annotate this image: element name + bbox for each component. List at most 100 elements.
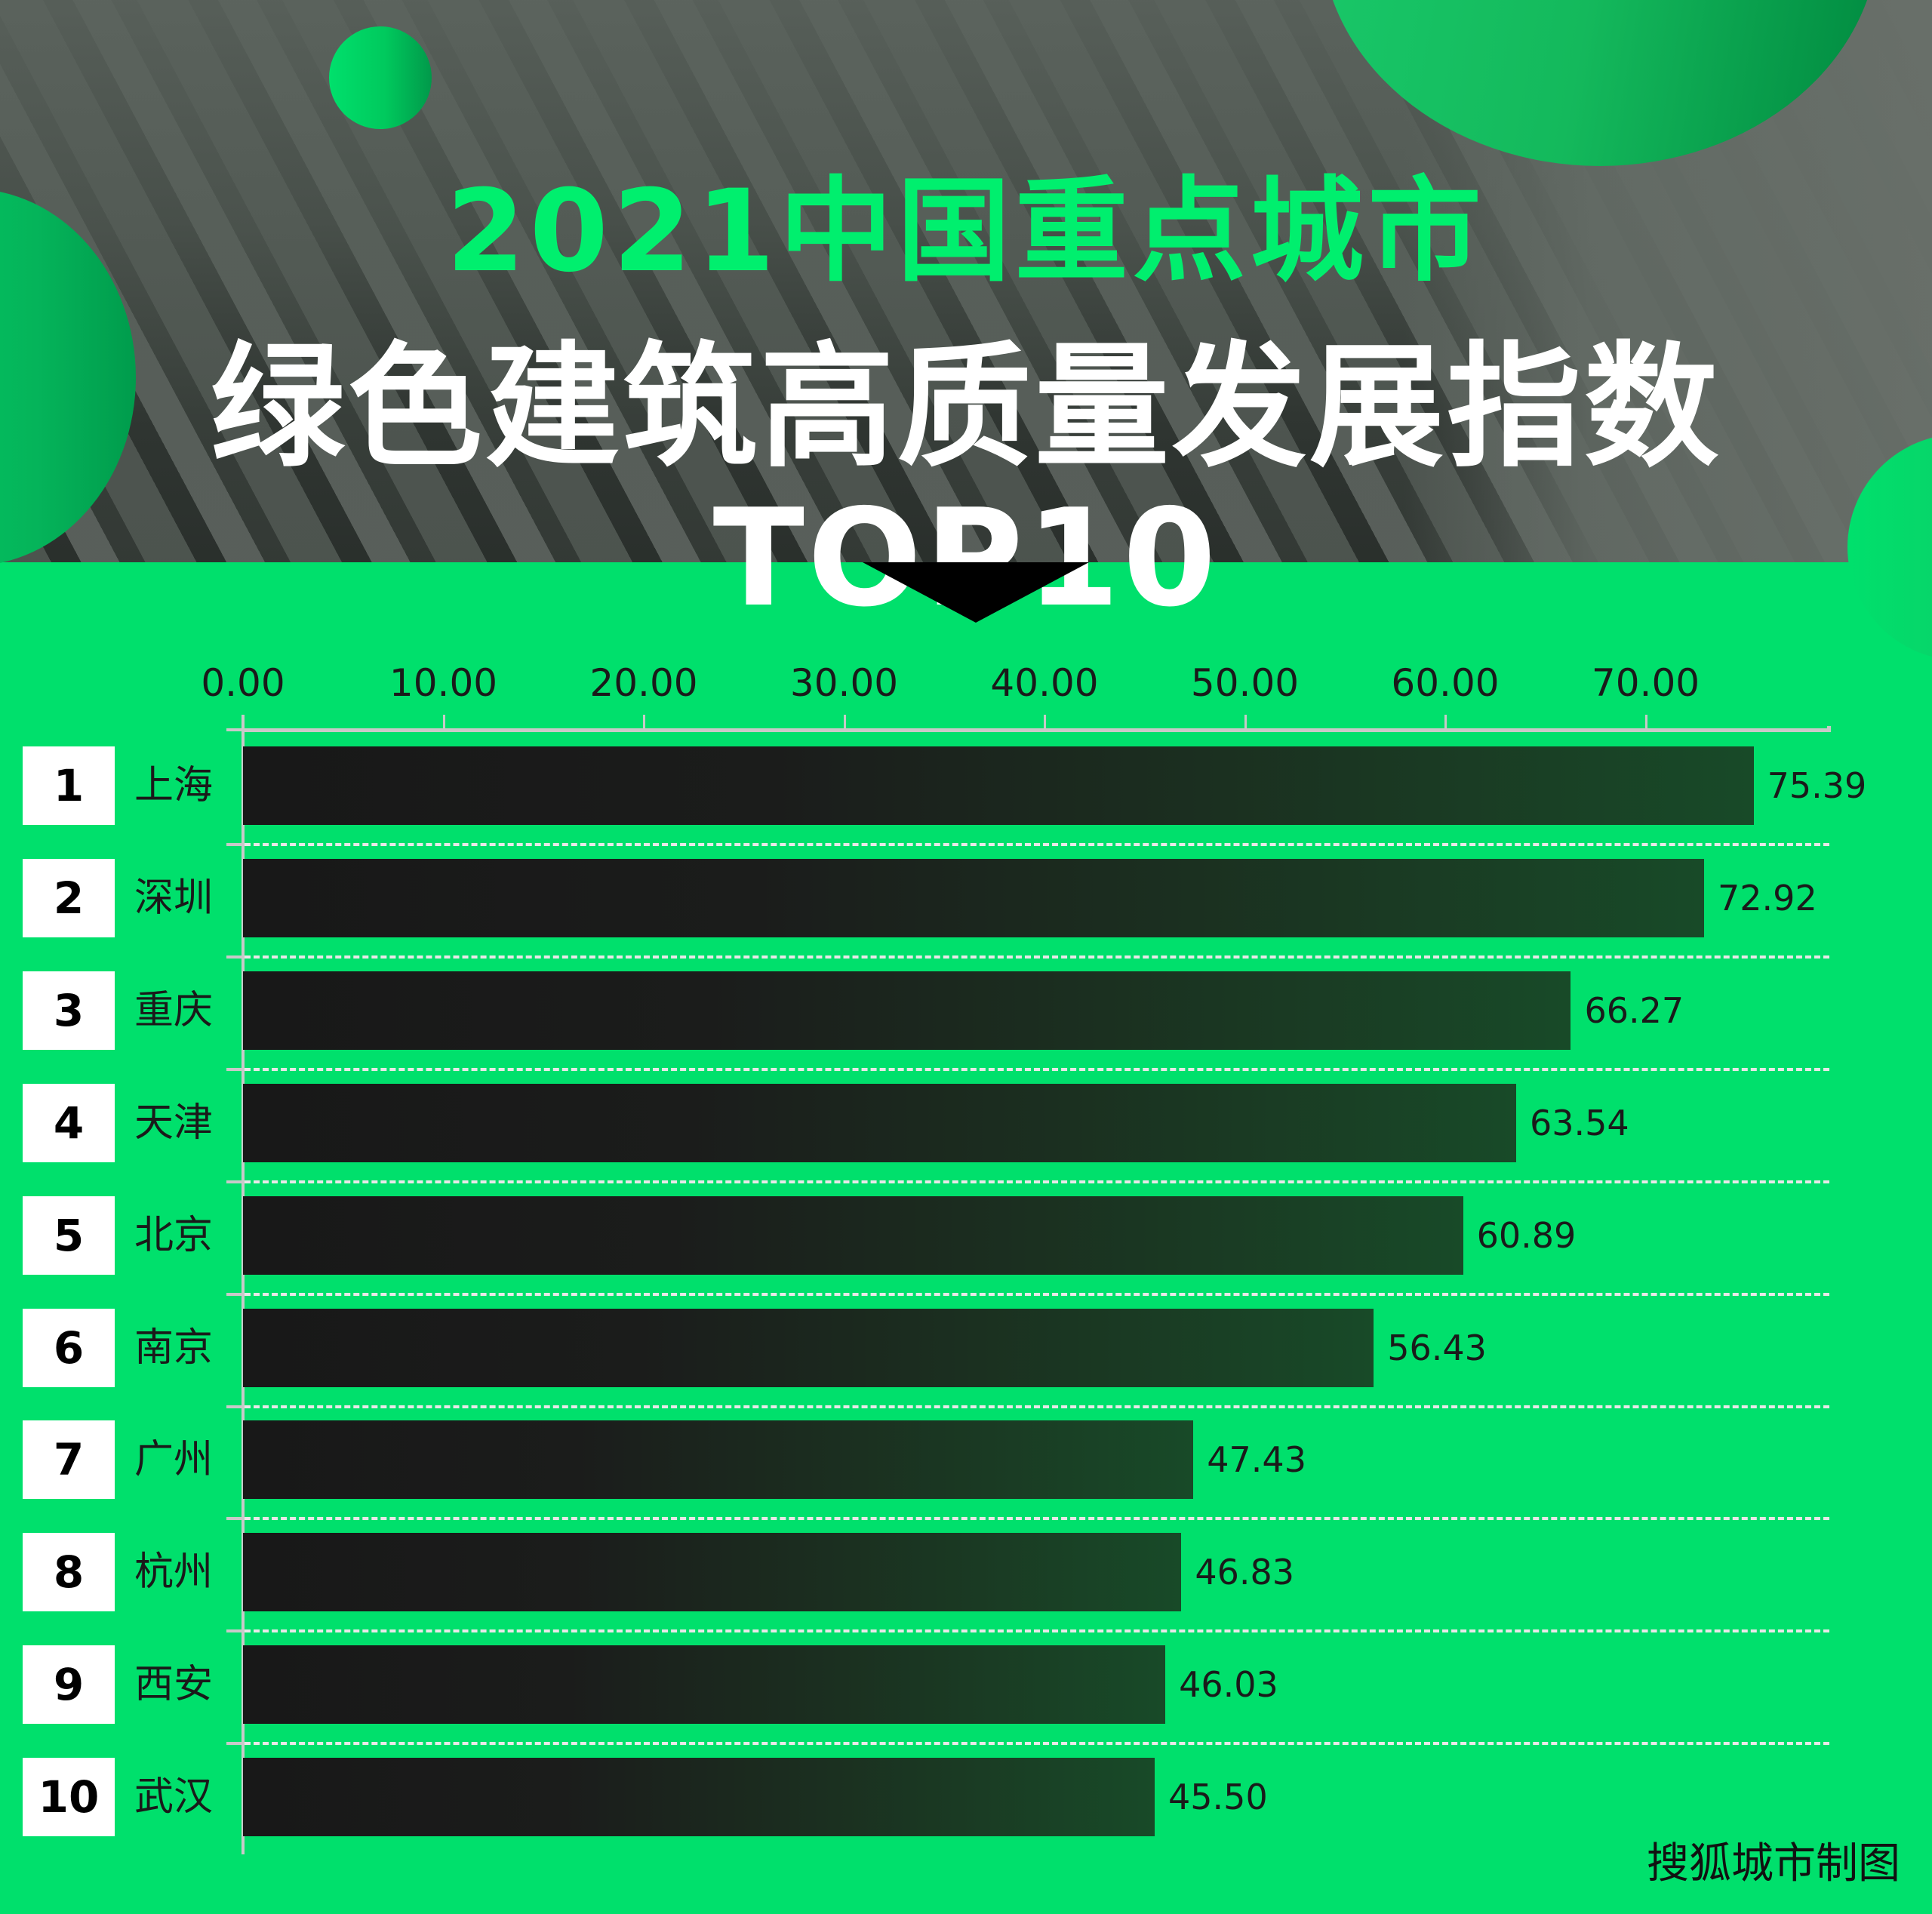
chart-row: 5 北京 60.89 — [0, 1195, 1932, 1275]
rank-badge: 3 — [23, 971, 115, 1050]
bar — [243, 1083, 1516, 1162]
bar — [243, 1533, 1182, 1612]
rank-number: 4 — [53, 1097, 85, 1149]
rank-number: 5 — [53, 1209, 85, 1261]
bar-value-label: 63.54 — [1529, 1102, 1629, 1143]
row-separator-dashed — [245, 1742, 1829, 1746]
rank-number: 6 — [53, 1322, 85, 1374]
y-tick-stub — [226, 1517, 243, 1521]
y-tick-stub — [226, 1292, 243, 1296]
y-tick-stub — [226, 1742, 243, 1746]
bar-value-label: 75.39 — [1767, 765, 1867, 806]
bar — [243, 1308, 1374, 1387]
chart-row: 9 西安 46.03 — [0, 1645, 1932, 1725]
y-tick-stub — [226, 843, 243, 846]
city-label: 杭州 — [134, 1549, 214, 1596]
bar — [243, 1758, 1155, 1837]
y-axis-line — [242, 715, 245, 1854]
city-label: 深圳 — [134, 875, 214, 921]
bar-value-label: 66.27 — [1584, 989, 1684, 1031]
chart-row: 1 上海 75.39 — [0, 746, 1932, 825]
x-tick-mark — [1644, 715, 1647, 730]
rank-badge: 6 — [23, 1308, 115, 1387]
bar-value-label: 46.03 — [1179, 1664, 1278, 1706]
row-separator-dashed — [245, 843, 1829, 846]
bar-value-label: 72.92 — [1718, 877, 1817, 919]
y-tick-stub — [226, 728, 243, 731]
x-tick-label: 70.00 — [1591, 661, 1700, 705]
city-label: 北京 — [134, 1212, 214, 1258]
x-axis-end-cap — [1827, 726, 1831, 732]
rank-badge: 1 — [23, 746, 115, 825]
bar — [243, 1645, 1166, 1725]
chart-row: 8 杭州 46.83 — [0, 1533, 1932, 1612]
row-separator-dashed — [245, 1292, 1829, 1296]
x-tick-mark — [843, 715, 846, 730]
decorative-circle-small — [329, 26, 432, 129]
x-axis-line — [243, 728, 1830, 732]
bar-value-label: 56.43 — [1387, 1327, 1487, 1368]
row-separator-dashed — [245, 955, 1829, 959]
x-tick-mark — [1444, 715, 1447, 730]
x-tick-mark — [442, 715, 445, 730]
down-triangle-notch — [863, 562, 1089, 623]
x-tick-mark — [1044, 715, 1046, 730]
bar — [243, 858, 1705, 937]
rank-number: 1 — [53, 760, 85, 811]
bar — [243, 1195, 1463, 1275]
x-tick-label: 40.00 — [990, 661, 1099, 705]
bar-value-label: 47.43 — [1207, 1439, 1306, 1481]
x-tick-label: 0.00 — [201, 661, 285, 705]
city-label: 广州 — [134, 1437, 214, 1483]
city-label: 南京 — [134, 1325, 214, 1371]
row-separator-dashed — [245, 1629, 1829, 1633]
x-tick-label: 10.00 — [389, 661, 498, 705]
rank-number: 7 — [53, 1434, 85, 1486]
x-tick-label: 20.00 — [589, 661, 698, 705]
chart-row: 3 重庆 66.27 — [0, 971, 1932, 1050]
rank-badge: 8 — [23, 1533, 115, 1612]
title-line-1: 2021中国重点城市 — [446, 166, 1486, 297]
rank-number: 9 — [53, 1659, 85, 1711]
chart-row: 6 南京 56.43 — [0, 1308, 1932, 1387]
city-label: 西安 — [134, 1662, 214, 1708]
bar-value-label: 60.89 — [1476, 1214, 1577, 1256]
rank-badge: 7 — [23, 1420, 115, 1500]
rank-badge: 5 — [23, 1195, 115, 1275]
bar-value-label: 46.83 — [1195, 1552, 1295, 1593]
x-tick-label: 60.00 — [1391, 661, 1500, 705]
chart-row: 4 天津 63.54 — [0, 1083, 1932, 1162]
chart-row: 10 武汉 45.50 — [0, 1758, 1932, 1837]
city-label: 上海 — [134, 763, 214, 808]
rank-number: 2 — [53, 872, 85, 924]
y-tick-stub — [226, 1067, 243, 1071]
row-separator-dashed — [245, 1405, 1829, 1408]
chart-row: 7 广州 47.43 — [0, 1420, 1932, 1500]
bar — [243, 1420, 1194, 1500]
rank-number: 8 — [53, 1546, 85, 1599]
x-tick-mark — [1244, 715, 1247, 730]
bar — [243, 746, 1754, 825]
bar — [243, 971, 1571, 1050]
x-tick-mark — [643, 715, 645, 730]
row-separator-dashed — [245, 1067, 1829, 1071]
row-separator-dashed — [245, 1517, 1829, 1521]
chart-row: 2 深圳 72.92 — [0, 858, 1932, 937]
y-tick-stub — [226, 1180, 243, 1183]
rank-number: 10 — [38, 1771, 100, 1823]
row-separator-dashed — [245, 1180, 1829, 1183]
x-tick-label: 50.00 — [1190, 661, 1300, 705]
city-label: 武汉 — [134, 1774, 214, 1820]
rank-badge: 2 — [23, 858, 115, 937]
y-tick-stub — [226, 1405, 243, 1408]
city-label: 重庆 — [134, 987, 214, 1033]
rank-number: 3 — [53, 984, 85, 1036]
rank-badge: 9 — [23, 1645, 115, 1725]
y-tick-stub — [226, 1629, 243, 1633]
credit-text: 搜狐城市制图 — [1647, 1839, 1900, 1888]
bar-value-label: 45.50 — [1168, 1777, 1268, 1818]
rank-badge: 4 — [23, 1083, 115, 1162]
title-line-2: 绿色建筑高质量发展指数TOP10 — [211, 329, 1721, 636]
rank-badge: 10 — [23, 1758, 115, 1837]
x-tick-label: 30.00 — [789, 661, 899, 705]
